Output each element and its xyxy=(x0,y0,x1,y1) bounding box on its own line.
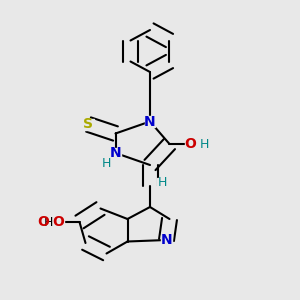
Bar xyxy=(38,217,49,227)
Bar xyxy=(145,116,155,127)
Text: N: N xyxy=(144,115,156,128)
Bar xyxy=(161,235,172,245)
Bar xyxy=(110,148,121,158)
Bar xyxy=(43,217,53,227)
Bar xyxy=(101,158,112,169)
Bar xyxy=(53,217,64,227)
Text: O: O xyxy=(38,215,50,229)
Text: H: H xyxy=(199,137,209,151)
Bar xyxy=(83,119,94,130)
Bar xyxy=(157,178,167,188)
Bar xyxy=(199,139,209,149)
Text: H: H xyxy=(43,215,53,229)
Text: N: N xyxy=(161,233,172,247)
Text: H: H xyxy=(102,157,111,170)
Text: N: N xyxy=(110,146,121,160)
Bar xyxy=(185,139,196,149)
Text: O: O xyxy=(52,215,64,229)
Text: O: O xyxy=(184,137,196,151)
Text: H: H xyxy=(157,176,167,190)
Text: S: S xyxy=(83,118,94,131)
